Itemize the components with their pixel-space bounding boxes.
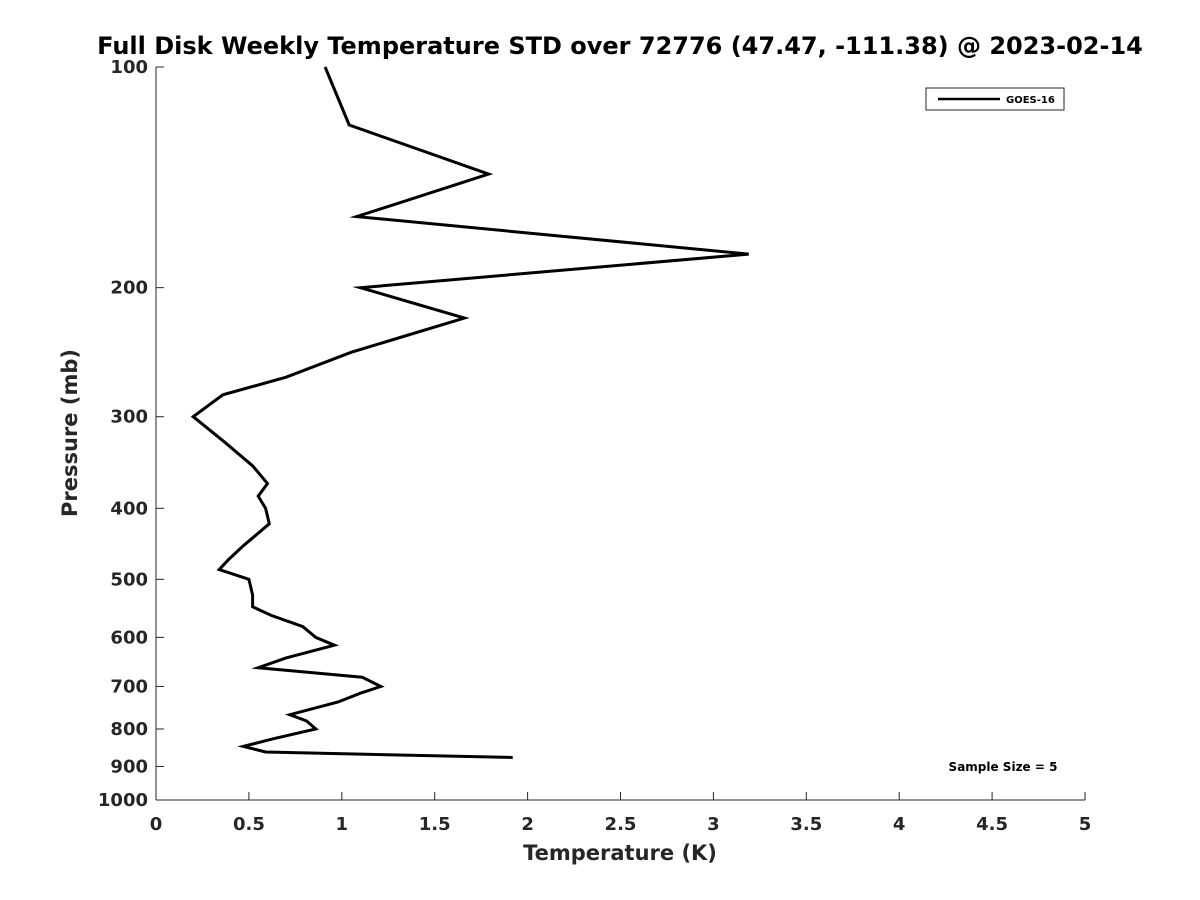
y-tick-label: 300 xyxy=(110,407,148,428)
y-tick-label: 400 xyxy=(110,498,148,519)
y-tick-label: 900 xyxy=(110,756,148,777)
x-tick-label: 1.5 xyxy=(419,814,451,835)
x-axis-ticks: 0 0.5 1 1.5 2 2.5 3 3.5 4 4.5 5 xyxy=(150,792,1092,835)
series-line-goes-16 xyxy=(190,66,749,759)
y-tick-label: 600 xyxy=(110,627,148,648)
y-tick-label: 200 xyxy=(110,278,148,299)
y-axis-ticks: 100 200 300 400 500 600 700 800 900 1000 xyxy=(98,57,164,811)
y-axis-label: Pressure (mb) xyxy=(58,349,82,517)
y-tick-label: 500 xyxy=(110,569,148,590)
x-tick-label: 0.5 xyxy=(233,814,265,835)
x-tick-label: 4 xyxy=(893,814,906,835)
x-tick-label: 1 xyxy=(336,814,349,835)
legend-label-goes-16: GOES-16 xyxy=(1006,95,1055,106)
x-tick-label: 3 xyxy=(707,814,720,835)
x-axis-label: Temperature (K) xyxy=(523,841,717,865)
series-layer xyxy=(190,66,749,759)
x-tick-label: 2 xyxy=(521,814,534,835)
y-tick-label: 700 xyxy=(110,676,148,697)
plot-area xyxy=(156,67,1085,800)
chart-title: Full Disk Weekly Temperature STD over 72… xyxy=(97,32,1143,60)
x-tick-label: 3.5 xyxy=(790,814,822,835)
x-tick-label: 2.5 xyxy=(605,814,637,835)
x-tick-label: 0 xyxy=(150,814,163,835)
legend: GOES-16 xyxy=(925,87,1065,111)
sample-size-annotation: Sample Size = 5 xyxy=(949,760,1058,774)
x-tick-label: 4.5 xyxy=(976,814,1008,835)
y-tick-label: 1000 xyxy=(98,790,148,811)
y-tick-label: 100 xyxy=(110,57,148,78)
x-tick-label: 5 xyxy=(1079,814,1092,835)
y-tick-label: 800 xyxy=(110,719,148,740)
